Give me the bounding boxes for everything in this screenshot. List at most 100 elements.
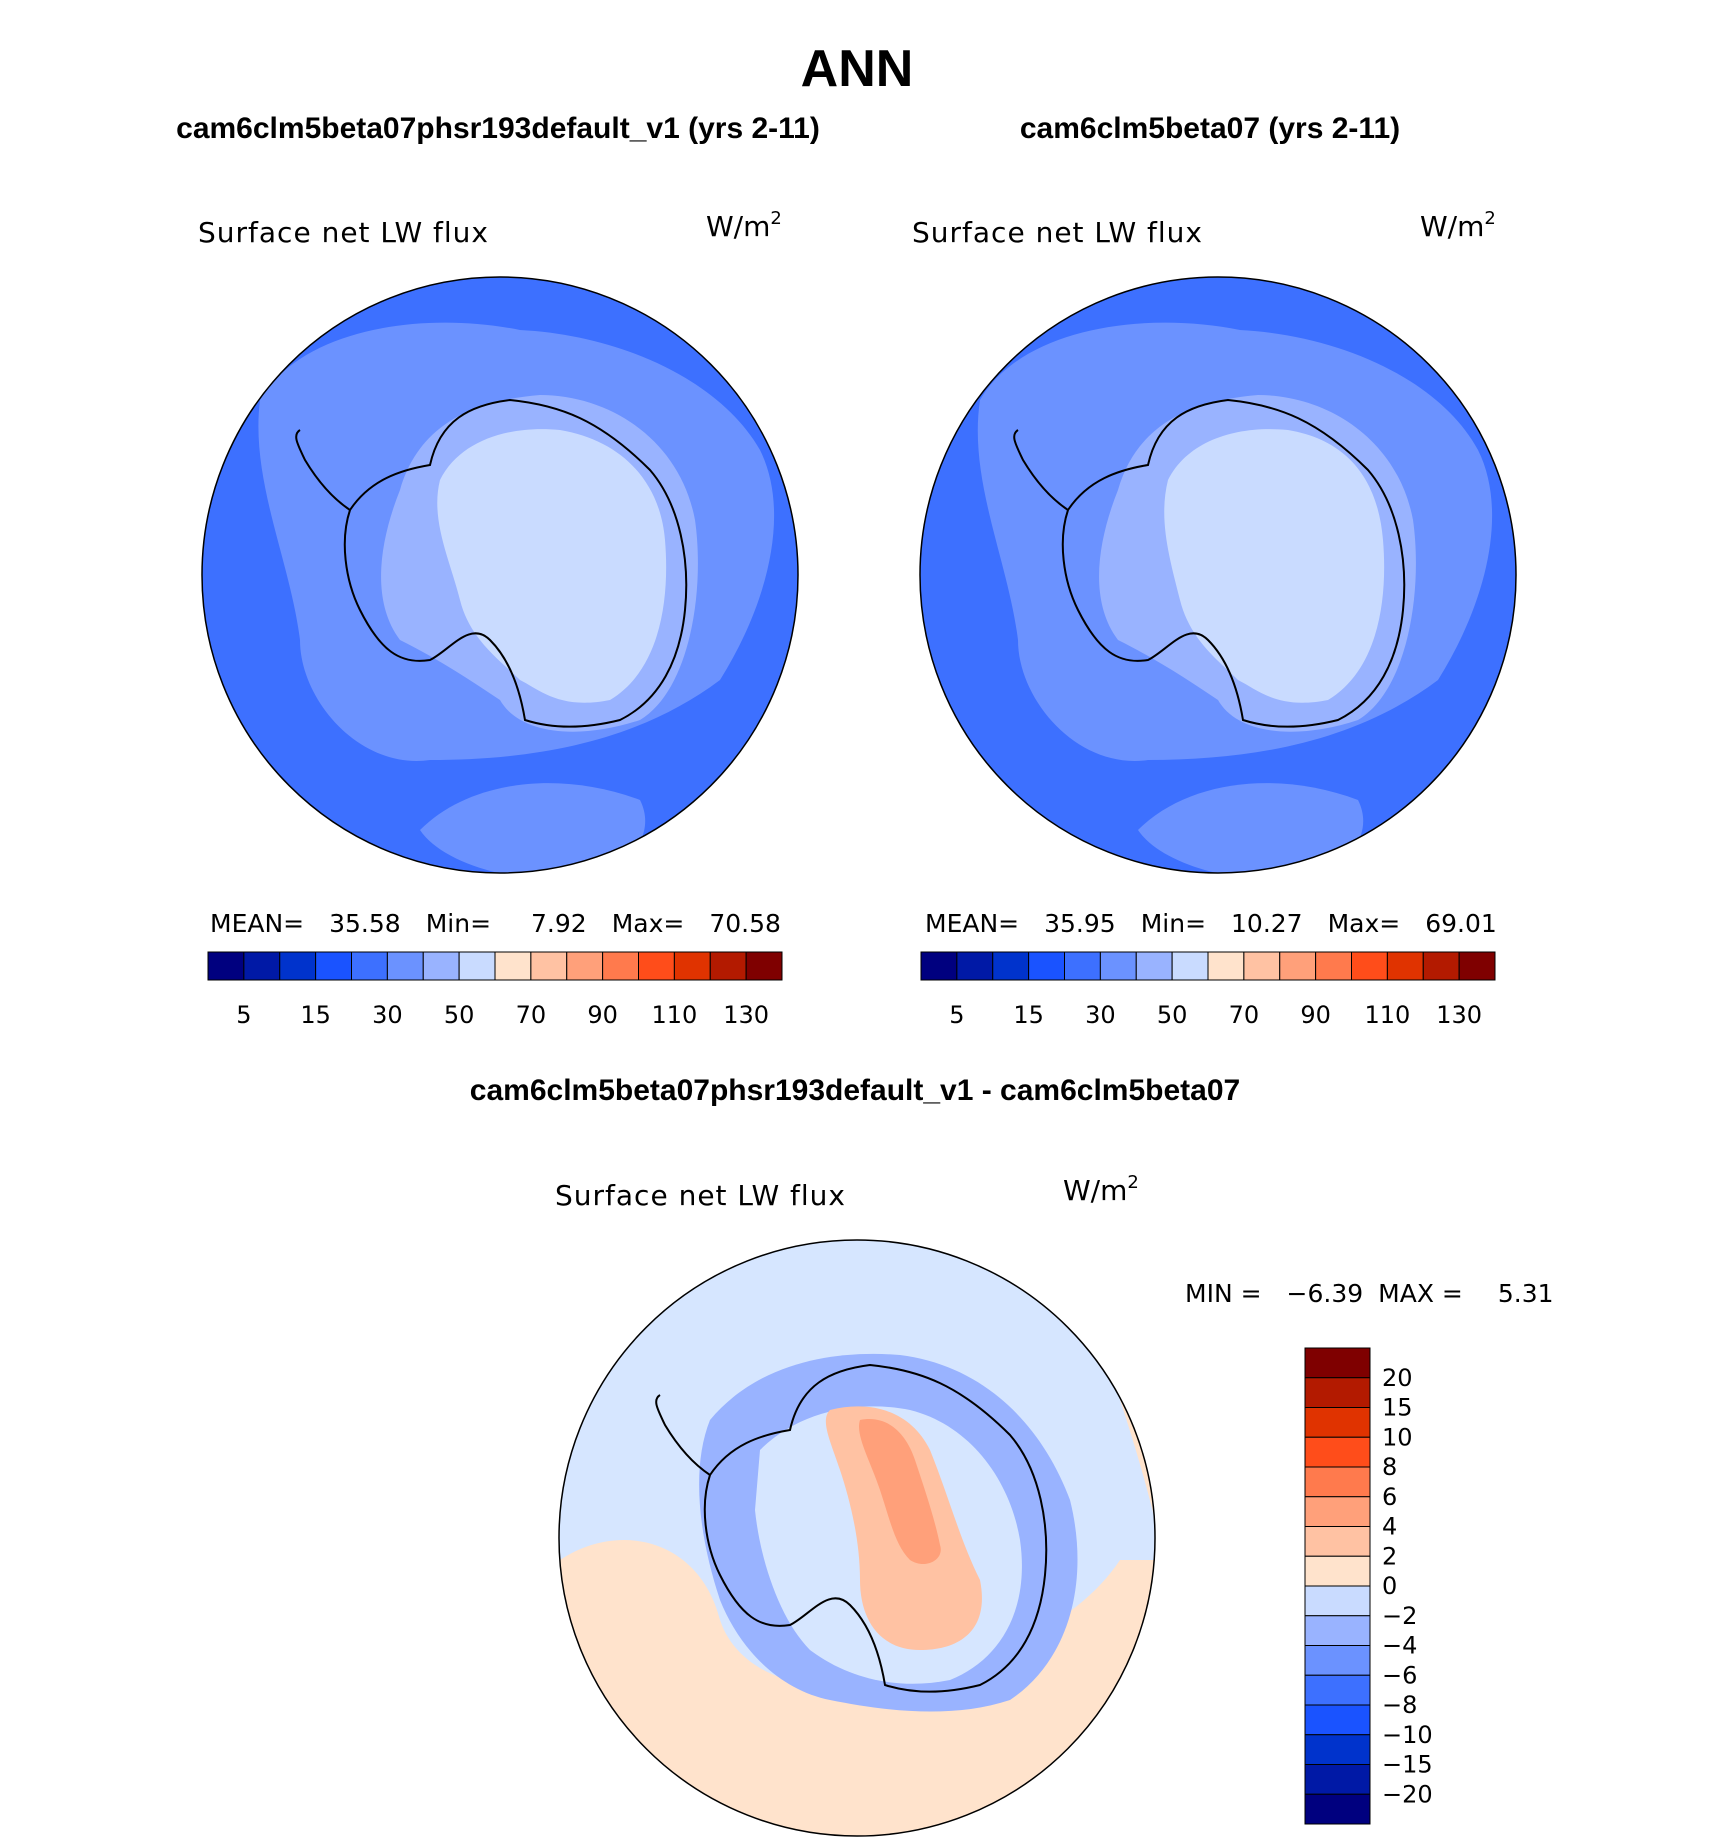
panel-2-colorbar-swatch (1315, 951, 1352, 981)
panel-2-colorbar-tick-label: 15 (1013, 1001, 1044, 1029)
panel-2-colorbar-tick-label: 110 (1364, 1001, 1410, 1029)
panel-1-colorbar-swatch (386, 951, 424, 981)
panel-1-colorbar-swatch (530, 951, 568, 981)
panel-3-colorbar-tick-label: 8 (1382, 1453, 1397, 1481)
panel-1-colorbar-swatch (207, 951, 245, 981)
panel-2-mean-label: MEAN= (925, 909, 1019, 938)
panel-1-colorbar: 5 15 30 50 70 90 110 130 (207, 951, 783, 1029)
panel-2-colorbar-tick-label: 50 (1157, 1001, 1188, 1029)
panel-1-colorbar-tick-label: 30 (372, 1001, 403, 1029)
panel-1-colorbar-swatch (709, 951, 747, 981)
panel-1-colorbar-swatch (422, 951, 460, 981)
panel-1: cam6clm5beta07phsr193default_v1 (yrs 2-1… (176, 112, 820, 1029)
panel-1-colorbar-swatch (566, 951, 604, 981)
panel-3-colorbar-swatch (1304, 1764, 1371, 1795)
panel-3-map (559, 1240, 1155, 1836)
panel-3-colorbar-swatch (1304, 1704, 1371, 1736)
panel-2-colorbar-swatch (1135, 951, 1173, 981)
panel-1-title: cam6clm5beta07phsr193default_v1 (yrs 2-1… (176, 112, 820, 145)
panel-2-units: W/m2 (1420, 208, 1496, 243)
panel-3-colorbar-swatch (1304, 1496, 1371, 1527)
panel-2-map-outline (919, 276, 1517, 874)
panel-3-colorbar-swatch (1304, 1645, 1371, 1676)
panel-3-min-label: MIN = (1185, 1279, 1262, 1308)
panel-1-colorbar-tick-label: 50 (444, 1001, 475, 1029)
panel-2-contour-interior (1164, 429, 1385, 703)
panel-2-colorbar-tick-label: 5 (949, 1001, 964, 1029)
panel-2-colorbar-swatch (920, 951, 958, 981)
panel-2-variable: Surface net LW flux (912, 216, 1203, 249)
panel-2-coastline (1061, 398, 1406, 728)
panel-3-colorbar-tick-label: −15 (1382, 1751, 1433, 1779)
panel-2-title: cam6clm5beta07 (yrs 2-11) (1020, 112, 1400, 145)
panel-1-max-label: Max= (612, 909, 685, 938)
panel-3-colorbar-swatch (1304, 1407, 1371, 1438)
panel-2-stats: MEAN= 35.95 Min= 10.27 Max= 69.01 (925, 909, 1497, 938)
panel-2-peninsula (1013, 429, 1069, 511)
panel-1-colorbar-swatch (673, 951, 711, 981)
panel-3-colorbar-tick-label: −10 (1382, 1721, 1433, 1749)
panel-2-colorbar-swatch (1064, 951, 1101, 981)
panel-2-colorbar-swatch (1279, 951, 1317, 981)
panel-3-colorbar-tick-label: 20 (1382, 1364, 1413, 1392)
panel-2-colorbar-swatch (1386, 951, 1424, 981)
panel-2-max-label: Max= (1328, 909, 1401, 938)
panel-2-min-label: Min= (1141, 909, 1206, 938)
panel-1-colorbar-swatch (602, 951, 639, 981)
panel-2-max-value: 69.01 (1425, 909, 1497, 938)
panel-2-units-exp: 2 (1484, 208, 1495, 229)
panel-1-units-exp: 2 (770, 208, 781, 229)
panel-3-colorbar-swatch (1304, 1526, 1371, 1557)
panel-2-colorbar-tick-label: 70 (1229, 1001, 1260, 1029)
panel-3-peninsula (655, 1394, 711, 1476)
panel-1-colorbar-swatch (279, 951, 317, 981)
panel-3-max-label: MAX = (1378, 1279, 1463, 1308)
panel-1-mean-value: 35.58 (329, 909, 401, 938)
panel-1-min-label: Min= (426, 909, 491, 938)
panel-3-colorbar-swatch (1304, 1555, 1371, 1587)
panel-2-colorbar-swatch (1099, 951, 1137, 981)
panel-2-colorbar-swatch (1351, 951, 1388, 981)
panel-2-colorbar: 5 15 30 50 70 90 110 130 (920, 951, 1496, 1029)
panel-3-colorbar-swatch (1304, 1674, 1371, 1706)
panel-1-peninsula (295, 429, 351, 511)
panel-2-colorbar-swatch (956, 951, 994, 981)
panel-1-map-outline (201, 276, 799, 874)
panel-3-stats: MIN = −6.39 MAX = 5.31 (1185, 1279, 1554, 1308)
panel-2-colorbar-swatch (1028, 951, 1065, 981)
panel-1-coastline (343, 398, 688, 728)
panel-3-colorbar-swatch (1304, 1466, 1371, 1498)
panel-3-colorbar-tick-label: 2 (1382, 1542, 1397, 1570)
panel-3-min-value: −6.39 (1287, 1279, 1364, 1308)
panel-3-colorbar-swatch (1304, 1585, 1371, 1617)
panel-3-colorbar-tick-label: 15 (1382, 1394, 1413, 1422)
panel-1-contour-interior (437, 429, 667, 703)
panel-3-colorbar-tick-label: 4 (1382, 1513, 1397, 1541)
panel-3-colorbar-tick-label: −6 (1382, 1661, 1417, 1689)
panel-1-contour-shelf (420, 783, 646, 873)
panel-2-colorbar-tick-label: 130 (1436, 1001, 1482, 1029)
panel-3-title: cam6clm5beta07phsr193default_v1 - cam6cl… (470, 1074, 1240, 1107)
panel-3-colorbar-swatch (1304, 1734, 1371, 1765)
panel-1-units: W/m2 (706, 208, 782, 243)
panel-2-contour-shelf (1138, 783, 1364, 873)
panel-3-map-outline (558, 1239, 1156, 1837)
panel-1-stats: MEAN= 35.58 Min= 7.92 Max= 70.58 (210, 909, 781, 938)
panel-2-map (920, 277, 1516, 873)
panel-3-colorbar-tick-label: −2 (1382, 1602, 1417, 1630)
panel-2-colorbar-tick-label: 90 (1300, 1001, 1331, 1029)
panel-1-min-value: 7.92 (531, 909, 587, 938)
panel-1-colorbar-swatch (351, 951, 388, 981)
panel-2-colorbar-swatch (992, 951, 1030, 981)
panel-1-colorbar-tick-label: 110 (651, 1001, 697, 1029)
panel-3-units: W/m2 (1063, 1172, 1139, 1207)
panel-2-units-base: W/m (1420, 210, 1484, 243)
panel-1-colorbar-swatch (243, 951, 281, 981)
panel-3-colorbar-swatch (1304, 1436, 1371, 1468)
panel-3-max-value: 5.31 (1498, 1279, 1554, 1308)
panel-1-colorbar-tick-label: 90 (587, 1001, 618, 1029)
panel-1-max-value: 70.58 (709, 909, 781, 938)
panel-3-colorbar-tick-label: 6 (1382, 1483, 1397, 1511)
